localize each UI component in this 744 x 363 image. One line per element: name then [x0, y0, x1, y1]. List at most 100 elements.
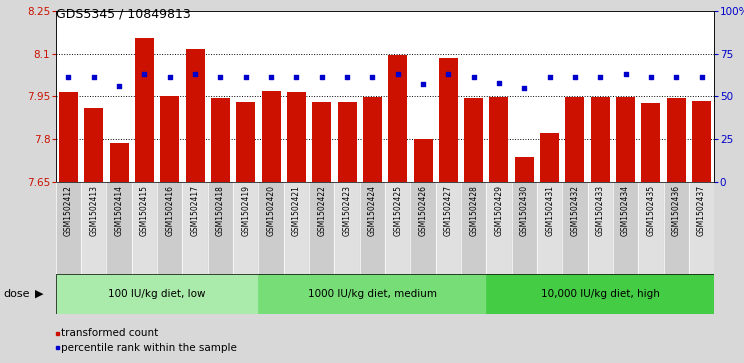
Text: 10,000 IU/kg diet, high: 10,000 IU/kg diet, high: [541, 289, 660, 299]
Bar: [487, 274, 714, 314]
Point: [214, 74, 226, 80]
Point: [670, 74, 682, 80]
Point: [366, 74, 378, 80]
Point: [417, 81, 429, 87]
Text: GSM1502433: GSM1502433: [596, 185, 605, 236]
Text: GSM1502434: GSM1502434: [621, 185, 630, 236]
Point: [594, 74, 606, 80]
Bar: [157, 182, 182, 274]
Bar: [84, 107, 103, 182]
Text: GSM1502418: GSM1502418: [216, 185, 225, 236]
Text: GSM1502435: GSM1502435: [647, 185, 655, 236]
Bar: [106, 182, 132, 274]
Bar: [237, 102, 255, 182]
Point: [519, 85, 530, 90]
Bar: [262, 90, 280, 182]
Point: [341, 74, 353, 80]
Text: GSM1502427: GSM1502427: [444, 185, 453, 236]
Bar: [638, 182, 664, 274]
Bar: [667, 98, 686, 182]
Bar: [160, 96, 179, 182]
Text: GSM1502428: GSM1502428: [469, 185, 478, 236]
Bar: [283, 182, 309, 274]
Point: [290, 74, 302, 80]
Bar: [487, 182, 512, 274]
Bar: [233, 182, 258, 274]
Point: [620, 71, 632, 77]
Bar: [616, 97, 635, 182]
Text: ▶: ▶: [35, 289, 43, 299]
Point: [696, 74, 708, 80]
Bar: [461, 182, 487, 274]
Text: GSM1502429: GSM1502429: [495, 185, 504, 236]
Bar: [385, 182, 411, 274]
Bar: [512, 182, 537, 274]
Text: GSM1502424: GSM1502424: [368, 185, 377, 236]
Bar: [81, 182, 106, 274]
Bar: [588, 182, 613, 274]
Text: GSM1502417: GSM1502417: [190, 185, 199, 236]
Text: GSM1502412: GSM1502412: [64, 185, 73, 236]
Text: dose: dose: [4, 289, 31, 299]
Bar: [591, 97, 610, 182]
Text: GSM1502436: GSM1502436: [672, 185, 681, 236]
Bar: [287, 93, 306, 182]
Bar: [464, 98, 483, 182]
Bar: [258, 182, 283, 274]
Bar: [436, 182, 461, 274]
Bar: [562, 182, 588, 274]
Bar: [363, 97, 382, 182]
Point: [443, 71, 455, 77]
Text: GSM1502437: GSM1502437: [697, 185, 706, 236]
Bar: [56, 182, 81, 274]
Point: [645, 74, 657, 80]
Bar: [411, 182, 436, 274]
Bar: [414, 139, 432, 182]
Point: [189, 71, 201, 77]
Point: [493, 79, 505, 85]
Text: GSM1502413: GSM1502413: [89, 185, 98, 236]
Bar: [309, 182, 334, 274]
Bar: [258, 274, 487, 314]
Text: percentile rank within the sample: percentile rank within the sample: [60, 343, 237, 352]
Text: 100 IU/kg diet, low: 100 IU/kg diet, low: [109, 289, 206, 299]
Bar: [56, 274, 258, 314]
Bar: [490, 97, 508, 182]
Bar: [689, 182, 714, 274]
Bar: [109, 143, 129, 182]
Bar: [613, 182, 638, 274]
Text: GSM1502423: GSM1502423: [342, 185, 351, 236]
Bar: [334, 182, 359, 274]
Bar: [537, 182, 562, 274]
Bar: [211, 98, 230, 182]
Bar: [540, 132, 559, 182]
Text: GSM1502416: GSM1502416: [165, 185, 174, 236]
Text: GSM1502422: GSM1502422: [317, 185, 326, 236]
Bar: [182, 182, 208, 274]
Text: GSM1502420: GSM1502420: [266, 185, 275, 236]
Text: GSM1502419: GSM1502419: [241, 185, 250, 236]
Bar: [565, 97, 585, 182]
Text: GSM1502415: GSM1502415: [140, 185, 149, 236]
Point: [113, 83, 125, 89]
Text: 1000 IU/kg diet, medium: 1000 IU/kg diet, medium: [308, 289, 437, 299]
Text: transformed count: transformed count: [60, 328, 158, 338]
Bar: [515, 157, 533, 182]
Text: GSM1502425: GSM1502425: [393, 185, 403, 236]
Point: [468, 74, 480, 80]
Point: [240, 74, 251, 80]
Text: GSM1502430: GSM1502430: [520, 185, 529, 236]
Point: [315, 74, 327, 80]
Point: [569, 74, 581, 80]
Point: [164, 74, 176, 80]
Bar: [641, 103, 661, 182]
Bar: [439, 58, 458, 182]
Bar: [59, 92, 78, 182]
Point: [392, 71, 404, 77]
Text: GSM1502421: GSM1502421: [292, 185, 301, 236]
Text: GSM1502431: GSM1502431: [545, 185, 554, 236]
Bar: [692, 101, 711, 182]
Point: [62, 74, 74, 80]
Text: GDS5345 / 10849813: GDS5345 / 10849813: [56, 7, 190, 20]
Bar: [664, 182, 689, 274]
